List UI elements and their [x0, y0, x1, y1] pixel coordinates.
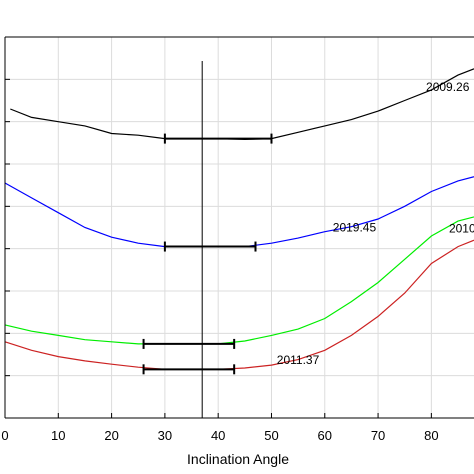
x-axis-label: Inclination Angle: [187, 451, 289, 467]
x-tick-label-0: 0: [1, 428, 8, 443]
annotation-2011-37: 2011.37: [277, 353, 320, 367]
series-layer: [4, 68, 474, 370]
axes: [4, 36, 474, 419]
error-bars: [142, 133, 273, 375]
annotation-2009-26: 2009.26: [426, 80, 470, 94]
x-tick-label-30: 30: [158, 428, 172, 443]
annotations: 2009.26 2019.45 2010 2011.37: [277, 80, 474, 367]
x-tick-label-80: 80: [424, 428, 438, 443]
series-line-2019-45: [4, 176, 474, 248]
x-tick-label-40: 40: [211, 428, 225, 443]
x-tick-label-10: 10: [51, 428, 65, 443]
series-line-2011-37: [4, 239, 474, 370]
x-tick-label-50: 50: [264, 428, 278, 443]
annotation-2019-45: 2019.45: [333, 221, 377, 235]
grid: [4, 37, 474, 418]
x-tick-label-60: 60: [318, 428, 332, 443]
x-tick-label-20: 20: [104, 428, 118, 443]
x-tick-labels: 0 10 20 30 40 50 60 70 80: [1, 428, 438, 443]
series-line-2010: [4, 216, 474, 345]
annotation-2010: 2010: [449, 222, 474, 236]
x-tick-label-70: 70: [371, 428, 385, 443]
